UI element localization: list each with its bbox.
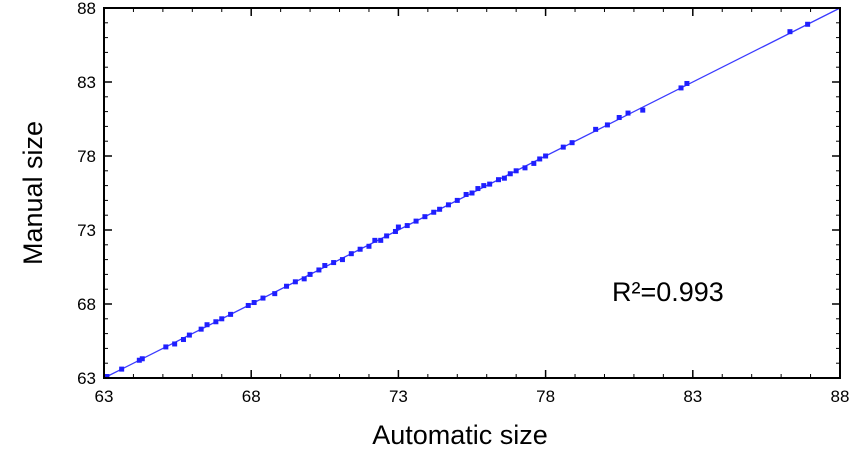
r-squared-annotation: R²=0.993 <box>612 277 724 307</box>
x-tick-label: 63 <box>95 387 114 406</box>
y-tick-label: 68 <box>77 295 96 314</box>
data-point <box>301 276 307 282</box>
data-point <box>537 156 543 162</box>
data-point <box>475 186 481 192</box>
data-point <box>139 356 145 362</box>
data-point <box>284 283 290 289</box>
data-point <box>487 181 493 187</box>
data-point <box>348 251 354 257</box>
data-point <box>469 190 475 196</box>
data-point <box>422 214 428 220</box>
data-point <box>404 223 410 229</box>
data-point <box>172 341 178 347</box>
data-point <box>513 168 519 174</box>
data-point <box>180 337 186 343</box>
data-point <box>593 126 599 132</box>
data-point <box>507 171 513 177</box>
data-point <box>316 267 322 273</box>
x-axis-title: Automatic size <box>372 420 548 450</box>
data-point <box>787 29 793 35</box>
data-point <box>501 175 507 181</box>
x-tick-label: 73 <box>389 387 408 406</box>
x-tick-label: 78 <box>536 387 555 406</box>
data-point <box>292 279 298 285</box>
data-point <box>454 197 460 203</box>
data-point <box>378 237 384 243</box>
data-point <box>604 122 610 128</box>
data-point <box>260 295 266 301</box>
data-point <box>445 202 451 208</box>
data-point <box>331 260 337 266</box>
data-point <box>251 300 257 306</box>
data-point <box>431 209 437 215</box>
data-point <box>616 115 622 121</box>
data-point <box>384 233 390 239</box>
data-point <box>372 237 378 243</box>
data-point <box>481 183 487 189</box>
data-point <box>204 322 210 328</box>
x-tick-label: 68 <box>242 387 261 406</box>
data-point <box>560 144 566 150</box>
data-point <box>392 228 398 234</box>
data-point <box>395 224 401 230</box>
data-point <box>136 357 142 363</box>
x-tick-label: 83 <box>683 387 702 406</box>
y-tick-label: 83 <box>77 73 96 92</box>
data-point <box>569 140 575 146</box>
data-point <box>805 21 811 27</box>
data-point <box>198 326 204 332</box>
data-point <box>104 374 110 380</box>
data-point <box>163 344 169 350</box>
y-tick-label: 73 <box>77 221 96 240</box>
data-point <box>640 107 646 113</box>
data-point <box>625 110 631 116</box>
plot-frame <box>103 7 841 379</box>
data-point <box>307 271 313 277</box>
data-point <box>543 153 549 159</box>
data-point <box>339 257 345 263</box>
data-point <box>413 218 419 224</box>
y-tick-label: 78 <box>77 147 96 166</box>
y-tick-label: 88 <box>77 0 96 18</box>
data-point <box>463 191 469 197</box>
x-tick-label: 88 <box>831 387 849 406</box>
data-point <box>366 243 372 249</box>
data-point <box>357 246 363 252</box>
data-point <box>272 291 278 297</box>
data-point <box>531 160 537 166</box>
data-point <box>245 302 251 308</box>
data-point <box>684 80 690 86</box>
data-point <box>322 263 328 269</box>
data-point <box>228 311 234 317</box>
data-point <box>495 177 501 183</box>
data-point <box>678 85 684 91</box>
data-point <box>437 206 443 212</box>
data-point <box>213 319 219 325</box>
data-point <box>522 165 528 171</box>
data-point <box>186 332 192 338</box>
y-tick-label: 63 <box>77 369 96 388</box>
data-point <box>119 366 125 372</box>
y-axis-title: Manual size <box>18 121 48 265</box>
data-point <box>219 316 225 322</box>
